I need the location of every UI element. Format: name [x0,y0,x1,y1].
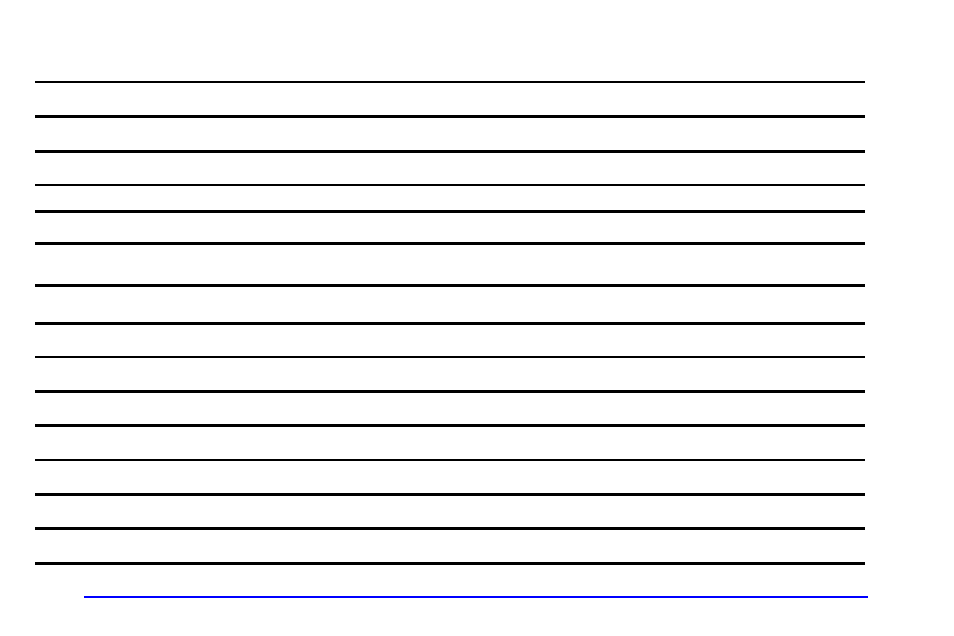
rule-line-5 [35,242,865,245]
rule-line-3 [35,184,865,186]
rule-line-15 [84,596,868,598]
rule-line-9 [35,390,865,393]
rule-line-10 [35,424,865,427]
rule-line-0 [35,81,865,83]
rule-line-12 [35,493,865,496]
rule-line-6 [35,284,865,287]
rule-line-1 [35,115,865,118]
rule-line-4 [35,210,865,213]
rule-line-2 [35,150,865,153]
rule-line-8 [35,356,865,358]
rule-line-11 [35,459,865,461]
rule-line-7 [35,322,865,325]
rule-line-14 [35,562,865,565]
rule-line-13 [35,527,865,530]
